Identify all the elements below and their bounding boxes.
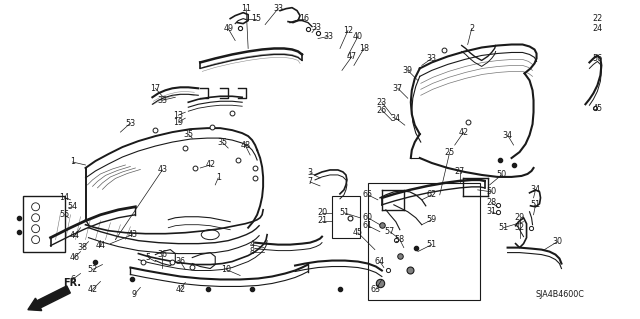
Text: 42: 42 bbox=[205, 160, 215, 169]
Text: 49: 49 bbox=[223, 24, 233, 33]
Text: 59: 59 bbox=[427, 215, 437, 224]
Text: 6: 6 bbox=[70, 275, 75, 284]
Text: 30: 30 bbox=[552, 237, 563, 246]
Text: 36: 36 bbox=[175, 257, 186, 266]
Text: 33: 33 bbox=[157, 96, 167, 105]
Text: 53: 53 bbox=[125, 119, 136, 128]
Text: 47: 47 bbox=[347, 52, 357, 61]
Text: 42: 42 bbox=[459, 128, 468, 137]
Bar bbox=[22, 196, 65, 252]
Text: 54: 54 bbox=[67, 202, 77, 211]
Text: 27: 27 bbox=[454, 167, 465, 176]
Text: 28: 28 bbox=[486, 198, 497, 207]
Text: 3: 3 bbox=[308, 168, 312, 177]
Text: 61: 61 bbox=[363, 221, 373, 230]
Text: 62: 62 bbox=[427, 190, 437, 199]
Bar bbox=[368, 183, 479, 300]
Text: 1: 1 bbox=[70, 158, 75, 167]
Text: 9: 9 bbox=[132, 290, 137, 299]
Text: 42: 42 bbox=[88, 285, 97, 294]
Text: 44: 44 bbox=[95, 241, 106, 250]
Text: 8: 8 bbox=[250, 247, 255, 256]
Text: 15: 15 bbox=[251, 14, 261, 23]
Text: 33: 33 bbox=[323, 32, 333, 41]
Text: 24: 24 bbox=[593, 24, 602, 33]
Text: 20: 20 bbox=[317, 208, 327, 217]
Text: 22: 22 bbox=[592, 14, 602, 23]
Text: 21: 21 bbox=[317, 216, 327, 225]
Text: 39: 39 bbox=[403, 66, 413, 75]
Text: 56: 56 bbox=[593, 54, 602, 63]
Text: 63: 63 bbox=[371, 285, 381, 294]
Text: 35: 35 bbox=[217, 137, 227, 146]
Text: 19: 19 bbox=[173, 118, 184, 127]
Text: 14: 14 bbox=[60, 193, 70, 202]
Text: 43: 43 bbox=[127, 230, 138, 239]
Text: 35: 35 bbox=[183, 130, 193, 139]
Text: 37: 37 bbox=[393, 84, 403, 93]
Text: 42: 42 bbox=[175, 285, 186, 294]
Text: SJA4B4600C: SJA4B4600C bbox=[535, 290, 584, 299]
Text: 44: 44 bbox=[70, 231, 79, 240]
Text: 32: 32 bbox=[515, 223, 525, 232]
Bar bbox=[332, 196, 360, 238]
Text: 46: 46 bbox=[70, 253, 79, 262]
Text: 23: 23 bbox=[377, 98, 387, 107]
Text: 33: 33 bbox=[427, 54, 436, 63]
Text: 50: 50 bbox=[497, 170, 507, 179]
Text: 65: 65 bbox=[363, 190, 373, 199]
Text: 33: 33 bbox=[311, 23, 321, 32]
Text: 31: 31 bbox=[486, 207, 497, 216]
Text: 43: 43 bbox=[157, 166, 167, 174]
Text: 2: 2 bbox=[469, 24, 474, 33]
Text: 38: 38 bbox=[77, 243, 88, 252]
Text: 48: 48 bbox=[240, 141, 250, 150]
Text: 34: 34 bbox=[502, 130, 513, 140]
Text: 12: 12 bbox=[343, 26, 353, 35]
Text: 51: 51 bbox=[427, 240, 437, 249]
Text: 45: 45 bbox=[353, 228, 363, 237]
Text: 17: 17 bbox=[150, 84, 161, 93]
Text: 13: 13 bbox=[173, 111, 183, 120]
Text: 60: 60 bbox=[363, 213, 373, 222]
Text: 36: 36 bbox=[157, 250, 167, 259]
Text: 50: 50 bbox=[486, 187, 497, 197]
Text: 5: 5 bbox=[146, 253, 151, 262]
Text: 34: 34 bbox=[391, 114, 401, 123]
Text: 34: 34 bbox=[531, 185, 541, 194]
Text: 45: 45 bbox=[593, 104, 602, 113]
Text: 11: 11 bbox=[241, 4, 251, 13]
Text: 26: 26 bbox=[377, 106, 387, 115]
Text: 7: 7 bbox=[307, 177, 312, 186]
Text: 58: 58 bbox=[395, 235, 405, 244]
Text: 16: 16 bbox=[299, 14, 309, 23]
Text: 64: 64 bbox=[375, 257, 385, 266]
Text: 33: 33 bbox=[273, 4, 283, 13]
Text: 1: 1 bbox=[216, 174, 221, 182]
Text: 29: 29 bbox=[515, 213, 525, 222]
Text: 51: 51 bbox=[531, 200, 541, 209]
Text: 51: 51 bbox=[339, 208, 349, 217]
Text: 55: 55 bbox=[60, 210, 70, 219]
Text: 4: 4 bbox=[250, 240, 255, 249]
Text: 40: 40 bbox=[353, 32, 363, 41]
Text: 25: 25 bbox=[445, 147, 455, 157]
Text: 10: 10 bbox=[221, 265, 231, 274]
Text: 18: 18 bbox=[359, 44, 369, 53]
Text: 51: 51 bbox=[499, 223, 509, 232]
Text: 52: 52 bbox=[88, 265, 98, 274]
Text: 57: 57 bbox=[385, 227, 395, 236]
Text: FR.: FR. bbox=[63, 278, 81, 288]
FancyArrow shape bbox=[28, 286, 70, 311]
